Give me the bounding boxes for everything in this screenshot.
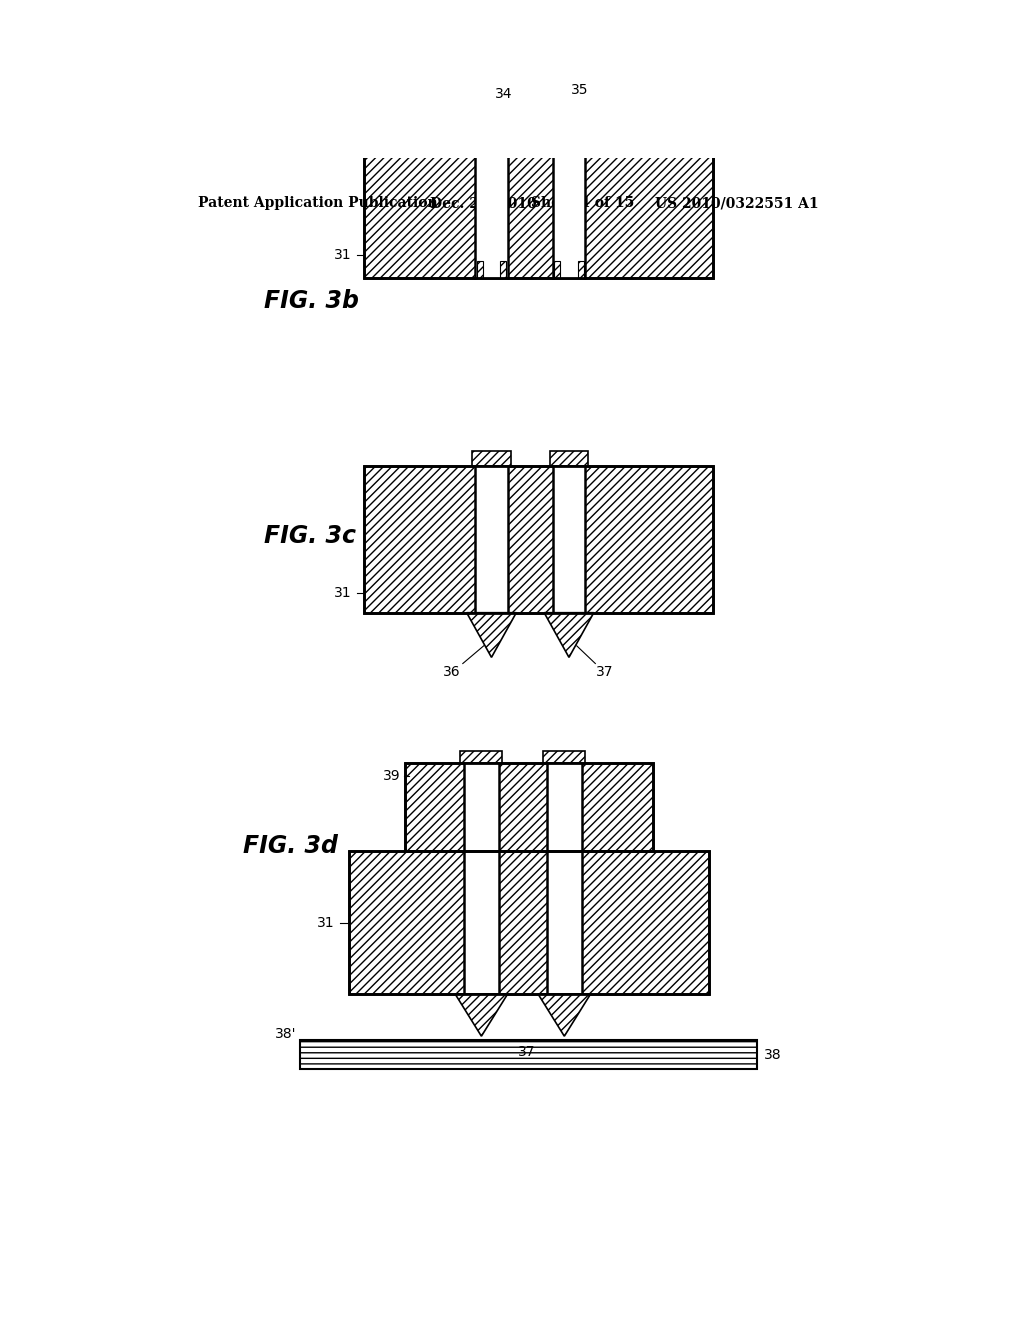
Bar — [547, 763, 583, 851]
Text: Patent Application Publication: Patent Application Publication — [198, 197, 437, 210]
Text: 31: 31 — [334, 586, 351, 601]
Bar — [547, 851, 583, 994]
Text: FIG. 3d: FIG. 3d — [243, 834, 338, 858]
Bar — [349, 851, 710, 994]
Bar — [475, 466, 508, 612]
Bar — [300, 1040, 758, 1069]
Polygon shape — [544, 612, 594, 657]
Bar — [547, 851, 583, 994]
Bar — [500, 261, 506, 277]
Text: FIG. 3c: FIG. 3c — [263, 524, 355, 548]
Bar — [554, 261, 560, 277]
Bar — [464, 763, 500, 851]
Bar — [477, 261, 483, 277]
Text: 37: 37 — [596, 665, 613, 678]
Text: 36: 36 — [442, 665, 461, 678]
Bar — [550, 451, 589, 466]
Bar — [406, 763, 653, 851]
Text: Dec. 23, 2010: Dec. 23, 2010 — [430, 197, 537, 210]
Text: 34: 34 — [495, 87, 512, 102]
Text: 31: 31 — [317, 916, 335, 931]
Bar — [547, 763, 583, 851]
Text: 38': 38' — [274, 1027, 296, 1041]
Bar — [550, 111, 589, 128]
Bar — [461, 751, 503, 763]
Text: 38: 38 — [764, 1048, 781, 1061]
Text: Sheet 4 of 15: Sheet 4 of 15 — [531, 197, 634, 210]
Text: 39: 39 — [383, 770, 400, 783]
Bar — [472, 451, 511, 466]
Bar — [464, 851, 500, 994]
Bar — [475, 128, 508, 277]
Bar — [365, 128, 713, 277]
Text: US 2010/0322551 A1: US 2010/0322551 A1 — [655, 197, 818, 210]
Text: 31: 31 — [334, 248, 351, 261]
Bar — [365, 466, 713, 612]
Polygon shape — [455, 994, 508, 1036]
Text: FIG. 3b: FIG. 3b — [263, 289, 358, 313]
Bar — [406, 763, 653, 851]
Polygon shape — [467, 612, 516, 657]
Bar — [472, 111, 511, 128]
Text: 35: 35 — [570, 83, 588, 96]
Bar — [464, 851, 500, 994]
Bar — [578, 261, 584, 277]
Bar — [544, 751, 586, 763]
Bar — [475, 466, 508, 612]
Polygon shape — [538, 994, 591, 1036]
Bar — [553, 466, 586, 612]
Bar — [365, 466, 713, 612]
Bar — [365, 128, 713, 277]
Bar — [464, 763, 500, 851]
Bar — [553, 128, 586, 277]
Bar — [349, 851, 710, 994]
Text: 37: 37 — [517, 1045, 536, 1060]
Bar — [553, 466, 586, 612]
